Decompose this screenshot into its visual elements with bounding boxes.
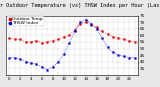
Legend: Outdoor Temp, THSW Index: Outdoor Temp, THSW Index: [7, 16, 44, 26]
Text: Milwaukee Weather Outdoor Temperature (vs) THSW Index per Hour (Last 24 Hours): Milwaukee Weather Outdoor Temperature (v…: [0, 3, 160, 8]
